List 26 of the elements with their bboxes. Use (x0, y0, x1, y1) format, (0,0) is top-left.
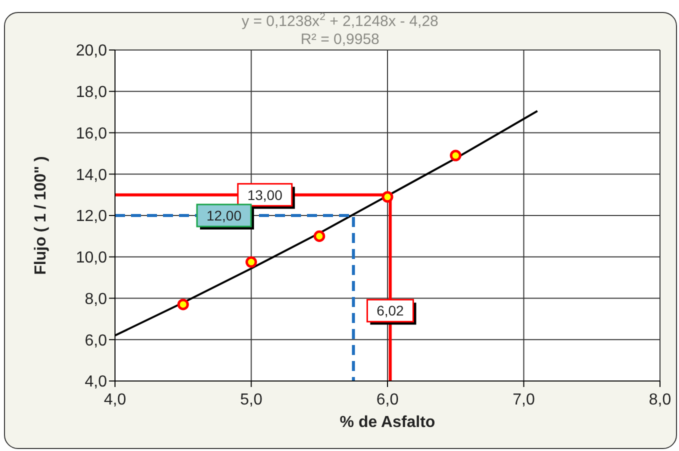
point (450, 150, 462, 162)
annotation: 13,00 (247, 186, 283, 203)
y-axis-title: Flujo ( 1 / 100" ) (32, 156, 50, 275)
point (177, 298, 189, 310)
annotation: 6,02 (376, 302, 404, 319)
x-tick-label: 7,0 (512, 391, 535, 408)
x-axis-title: % de Asfalto (340, 414, 436, 431)
x-tick-label: 8,0 (648, 391, 672, 408)
x-tick-label: 5,0 (240, 391, 262, 408)
y-tick-label: 4,0 (84, 374, 108, 391)
y-tick-label: 14,0 (76, 166, 108, 184)
y-tick-label: 8,0 (84, 290, 108, 308)
y-tick-label: 16,0 (76, 125, 108, 142)
y-tick-label: 6,0 (84, 332, 108, 350)
point (245, 256, 258, 268)
y-tick-label: 10,0 (76, 250, 108, 267)
annotation: 12,00 (206, 208, 242, 224)
text: y = 0,1238x$^{2}$ + 2,1248x - 4,28 (242, 11, 438, 30)
y-tick-label: 20,0 (76, 42, 108, 60)
x-tick-label: 6,0 (376, 391, 399, 408)
text: R² = 0,9958 (300, 31, 380, 48)
y-tick-label: 12,0 (76, 208, 108, 226)
point (314, 230, 326, 242)
point (382, 191, 394, 203)
y-tick-label: 18,0 (76, 84, 108, 102)
x-tick-label: 4,0 (104, 391, 126, 408)
